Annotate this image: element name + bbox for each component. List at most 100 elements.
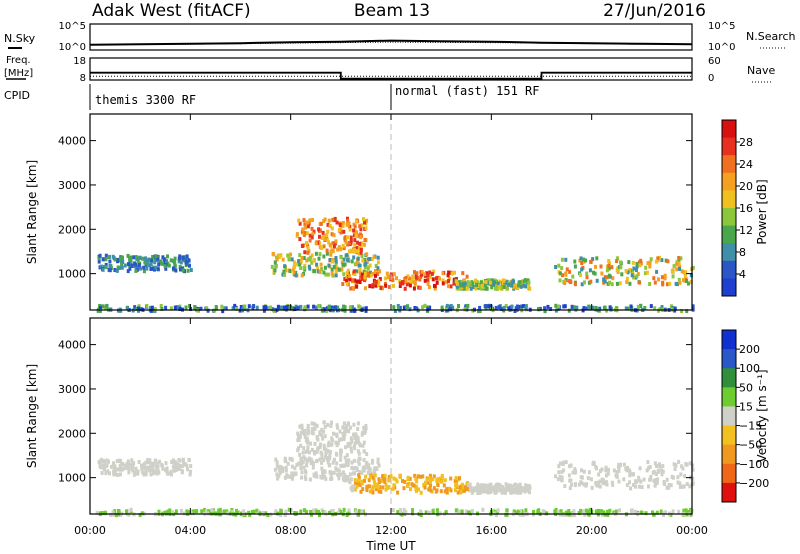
echo-cell	[474, 278, 478, 283]
echo-cell	[154, 265, 158, 270]
echo-cell	[302, 232, 306, 237]
echo-cell	[466, 283, 470, 288]
echo-cell	[334, 239, 338, 244]
echo-cell	[300, 273, 304, 278]
echo-cell	[303, 306, 307, 311]
echo-cell	[341, 262, 345, 267]
echo-cell	[335, 452, 339, 457]
echo-cell	[346, 257, 350, 262]
echo-cell	[683, 274, 687, 278]
echo-cell	[618, 508, 621, 513]
echo-cell	[146, 458, 150, 462]
echo-cell	[378, 480, 381, 484]
echo-cell	[332, 244, 336, 249]
echo-cell	[107, 255, 111, 259]
echo-cell	[675, 261, 679, 266]
echo-cell	[307, 221, 311, 226]
echo-cell	[488, 483, 492, 488]
echo-cell	[579, 475, 583, 480]
echo-cell	[637, 484, 641, 489]
echo-cell	[117, 509, 121, 514]
echo-cell	[355, 246, 359, 250]
echo-cell	[360, 471, 364, 475]
echo-cell	[652, 276, 656, 281]
echo-cell	[342, 246, 346, 251]
echo-cell	[313, 427, 317, 431]
echo-cell	[463, 286, 467, 291]
echo-cell	[561, 273, 564, 278]
echo-cell	[140, 511, 144, 516]
echo-cell	[617, 469, 621, 473]
echo-cell	[387, 475, 391, 479]
cpid-segment-1: themis 3300 RF	[95, 93, 196, 107]
echo-cell	[312, 473, 316, 478]
echo-cell	[299, 466, 303, 471]
echo-cell	[337, 245, 341, 250]
echo-cell	[359, 235, 363, 240]
echo-cell	[573, 282, 577, 287]
echo-cell	[418, 277, 422, 282]
echo-cell	[374, 263, 378, 268]
echo-cell	[312, 508, 316, 513]
echo-cell	[189, 469, 193, 474]
echo-cell	[365, 488, 369, 492]
echo-cell	[563, 279, 567, 284]
power-colorbar-label: Power [dB]	[755, 179, 769, 244]
echo-cell	[428, 270, 432, 275]
echo-cell	[543, 306, 547, 311]
echo-cell	[648, 260, 652, 265]
echo-cell	[337, 468, 341, 473]
echo-cell	[691, 304, 695, 309]
echo-cell	[335, 434, 339, 439]
echo-cell	[377, 282, 381, 287]
echo-cell	[139, 307, 143, 312]
echo-cell	[478, 309, 482, 313]
echo-cell	[188, 263, 191, 268]
echo-cell	[306, 224, 310, 229]
noise-search-label: N.Search	[746, 30, 796, 43]
echo-cell	[470, 280, 474, 285]
nave-label: Nave	[747, 64, 775, 77]
echo-cell	[188, 472, 192, 477]
echo-cell	[455, 284, 459, 289]
echo-cell	[509, 486, 513, 491]
echo-cell	[330, 271, 334, 276]
echo-cell	[330, 436, 334, 441]
echo-cell	[420, 272, 423, 277]
echo-cell	[384, 483, 388, 488]
echo-cell	[363, 257, 367, 262]
echo-cell	[465, 286, 469, 291]
echo-cell	[606, 509, 610, 514]
echo-cell	[371, 490, 375, 495]
echo-cell	[310, 226, 314, 231]
echo-cell	[112, 470, 116, 475]
echo-cell	[543, 309, 547, 314]
echo-cell	[302, 465, 306, 470]
echo-cell	[445, 487, 449, 492]
echo-cell	[343, 473, 347, 478]
echo-cell	[316, 437, 320, 442]
echo-cell	[488, 280, 492, 285]
velocity-x-axis: 00:00 04:00 08:00 12:00 16:00 20:00 00:00	[74, 114, 708, 537]
echo-cell	[371, 282, 375, 287]
echo-cell	[519, 284, 523, 289]
echo-cell	[326, 457, 329, 462]
echo-cell	[399, 510, 403, 515]
echo-cell	[648, 282, 652, 286]
echo-cell	[524, 483, 528, 488]
echo-cell	[651, 510, 654, 515]
echo-cell	[281, 466, 285, 471]
echo-cell	[168, 508, 172, 513]
echo-cell	[604, 465, 608, 470]
echo-cell	[353, 487, 357, 492]
echo-cell	[649, 304, 653, 309]
colorbar-tick-label: 50	[739, 381, 753, 394]
echo-cell	[306, 423, 310, 428]
echo-cell	[427, 285, 431, 290]
echo-cell	[657, 277, 660, 282]
echo-cell	[587, 305, 591, 309]
echo-cell	[120, 265, 124, 270]
echo-cell	[460, 509, 464, 514]
echo-cell	[492, 280, 496, 285]
echo-cell	[320, 452, 324, 456]
